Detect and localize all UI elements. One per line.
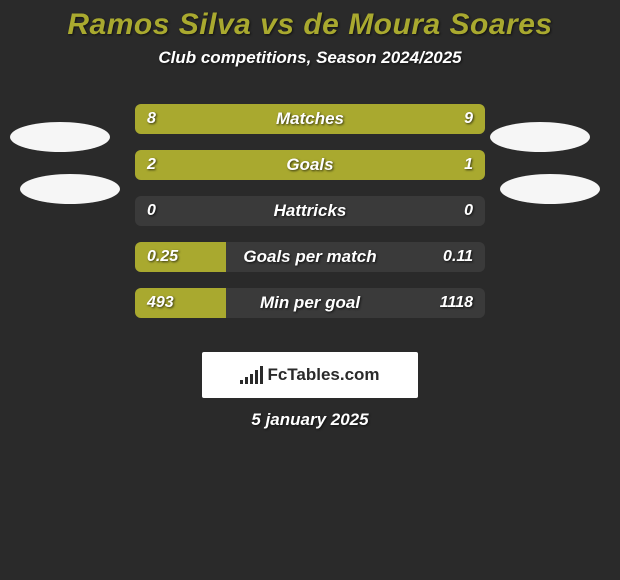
stat-value-left: 493	[147, 288, 174, 318]
stat-value-right: 1	[464, 150, 473, 180]
stat-value-right: 0	[464, 196, 473, 226]
stat-value-left: 0	[147, 196, 156, 226]
bar-track: 0.25 0.11 Goals per match	[135, 242, 485, 272]
stat-row: 493 1118 Min per goal	[0, 288, 620, 318]
snapshot-date: 5 january 2025	[0, 410, 620, 430]
stat-row: 8 9 Matches	[0, 104, 620, 134]
bar-track: 2 1 Goals	[135, 150, 485, 180]
stat-row: 0.25 0.11 Goals per match	[0, 242, 620, 272]
bar-track: 8 9 Matches	[135, 104, 485, 134]
stat-value-left: 0.25	[147, 242, 178, 272]
bar-track: 0 0 Hattricks	[135, 196, 485, 226]
logo-text: FcTables.com	[267, 365, 379, 385]
bar-left	[135, 150, 485, 180]
stat-value-right: 1118	[440, 288, 473, 318]
stat-value-left: 8	[147, 104, 156, 134]
bar-right	[258, 104, 486, 134]
stat-row: 2 1 Goals	[0, 150, 620, 180]
bar-track: 493 1118 Min per goal	[135, 288, 485, 318]
stat-value-right: 0.11	[443, 242, 473, 272]
comparison-subtitle: Club competitions, Season 2024/2025	[0, 48, 620, 68]
stat-label: Hattricks	[135, 196, 485, 226]
comparison-title: Ramos Silva vs de Moura Soares	[0, 0, 620, 42]
stat-value-right: 9	[464, 104, 473, 134]
stat-value-left: 2	[147, 150, 156, 180]
fctables-logo: FcTables.com	[202, 352, 418, 398]
stat-row: 0 0 Hattricks	[0, 196, 620, 226]
logo-bars-icon	[240, 366, 263, 384]
